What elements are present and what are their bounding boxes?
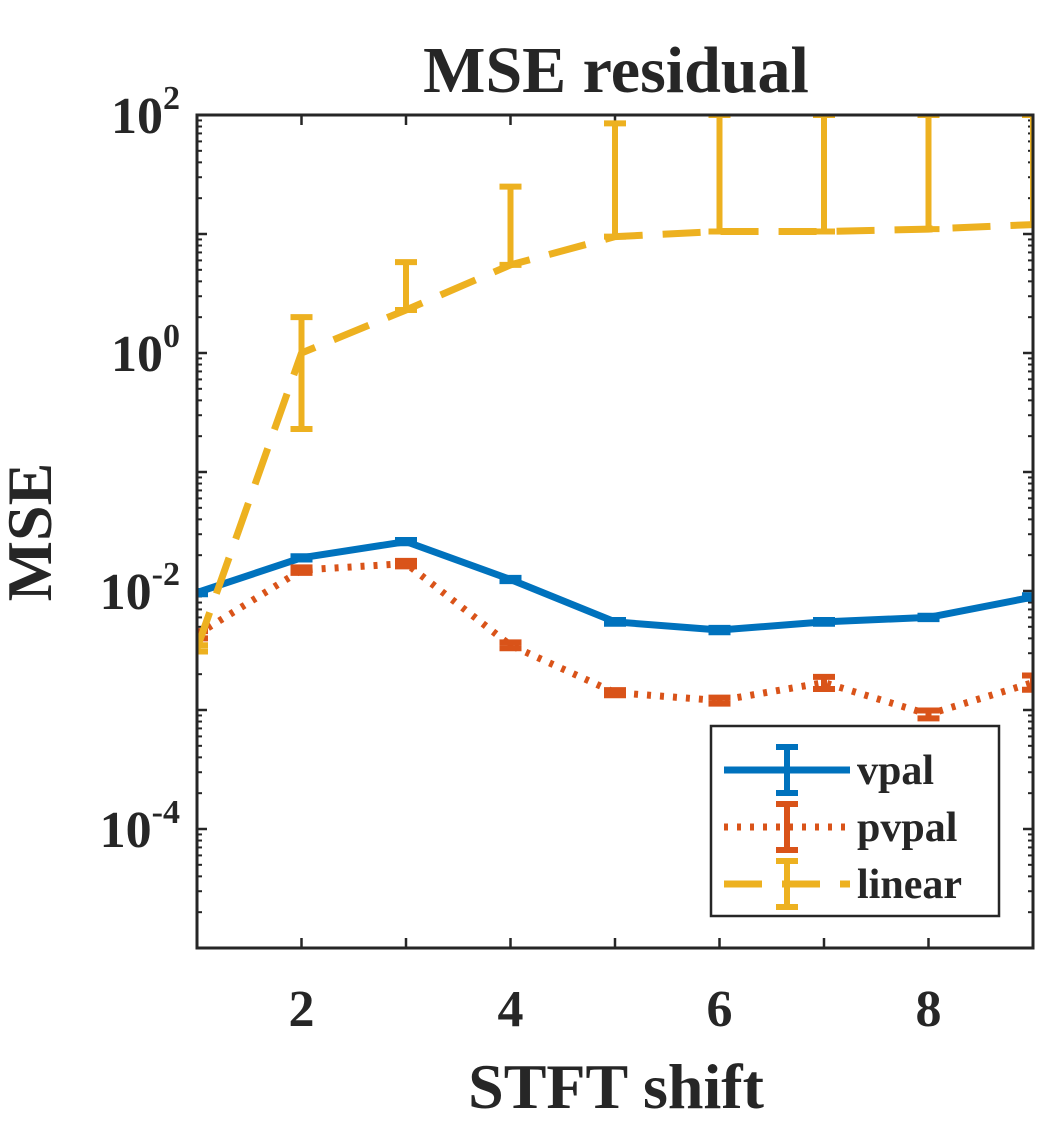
series-linear	[197, 115, 1033, 655]
x-tick-label: 8	[916, 981, 942, 1038]
series-vpal	[197, 537, 1033, 636]
series-line-linear	[197, 221, 1033, 650]
chart-title: MSE residual	[423, 34, 809, 107]
legend-label-pvpal: pvpal	[857, 805, 957, 851]
legend-label-vpal: vpal	[857, 748, 934, 794]
y-tick-label: 102	[111, 80, 180, 145]
x-tick-label: 6	[707, 981, 733, 1038]
x-axis-label: STFT shift	[468, 1051, 765, 1122]
legend: vpal pvpal linear	[709, 724, 1001, 918]
y-tick-label: 10-2	[100, 556, 180, 621]
x-tick-label: 2	[289, 981, 315, 1038]
y-tick-label: 10-4	[100, 794, 180, 859]
series-line-pvpal	[197, 560, 1033, 718]
series-line-vpal	[197, 538, 1033, 634]
plot-layer: 10-4 10-2 100 102 2 4 6 8	[100, 80, 1035, 1038]
x-tick-label: 4	[498, 981, 524, 1038]
y-tick-label: 100	[111, 318, 180, 383]
axes-box	[195, 113, 1035, 950]
y-axis-label: MSE	[0, 463, 65, 602]
legend-label-linear: linear	[857, 862, 962, 908]
series-pvpal	[197, 557, 1033, 722]
